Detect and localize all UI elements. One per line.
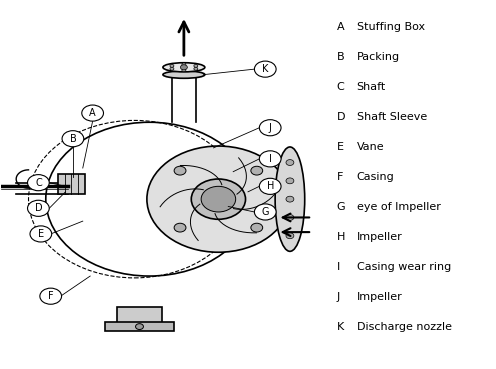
Text: D: D	[337, 112, 345, 122]
Text: Packing: Packing	[357, 52, 400, 62]
Text: Shaft: Shaft	[357, 82, 386, 92]
Circle shape	[82, 105, 104, 121]
Ellipse shape	[275, 147, 305, 251]
Text: eye of Impeller: eye of Impeller	[357, 202, 440, 212]
Text: A: A	[89, 108, 96, 118]
FancyBboxPatch shape	[58, 173, 85, 194]
Text: I: I	[337, 262, 340, 272]
Circle shape	[286, 196, 294, 202]
Circle shape	[254, 204, 276, 220]
Text: K: K	[262, 64, 268, 74]
FancyBboxPatch shape	[117, 307, 162, 324]
Circle shape	[251, 223, 263, 232]
Circle shape	[170, 64, 174, 67]
Text: C: C	[337, 82, 345, 92]
Text: G: G	[337, 202, 345, 212]
Text: Casing wear ring: Casing wear ring	[357, 262, 451, 272]
Text: A: A	[337, 22, 344, 32]
Circle shape	[147, 146, 290, 252]
Circle shape	[28, 200, 49, 216]
Circle shape	[201, 186, 236, 212]
Circle shape	[28, 175, 49, 191]
Circle shape	[251, 166, 263, 175]
Text: K: K	[337, 323, 344, 332]
Circle shape	[259, 151, 281, 167]
Circle shape	[135, 324, 143, 330]
Circle shape	[259, 120, 281, 136]
Circle shape	[286, 233, 294, 239]
Text: Shaft Sleeve: Shaft Sleeve	[357, 112, 427, 122]
Circle shape	[174, 223, 186, 232]
Text: Stuffing Box: Stuffing Box	[357, 22, 425, 32]
Circle shape	[40, 288, 62, 304]
Text: Impeller: Impeller	[357, 232, 402, 242]
Text: C: C	[35, 177, 42, 188]
Circle shape	[259, 178, 281, 194]
Circle shape	[182, 63, 186, 66]
Text: E: E	[337, 142, 344, 152]
Circle shape	[174, 166, 186, 175]
Circle shape	[194, 64, 198, 67]
Text: B: B	[337, 52, 344, 62]
Circle shape	[286, 160, 294, 165]
Circle shape	[170, 67, 174, 70]
Ellipse shape	[163, 63, 205, 72]
Text: F: F	[337, 172, 343, 182]
Text: H: H	[266, 181, 274, 192]
Text: Casing: Casing	[357, 172, 394, 182]
Text: I: I	[269, 154, 272, 164]
Circle shape	[62, 131, 84, 147]
Text: Impeller: Impeller	[357, 292, 402, 302]
Circle shape	[191, 179, 246, 219]
Circle shape	[30, 226, 52, 242]
Circle shape	[181, 65, 187, 70]
Text: Vane: Vane	[357, 142, 384, 152]
FancyBboxPatch shape	[105, 322, 174, 331]
Circle shape	[286, 178, 294, 184]
Circle shape	[254, 61, 276, 77]
Text: F: F	[48, 291, 54, 301]
Text: D: D	[35, 203, 42, 213]
Ellipse shape	[163, 71, 205, 78]
Text: Discharge nozzle: Discharge nozzle	[357, 323, 451, 332]
Text: H: H	[337, 232, 345, 242]
Circle shape	[194, 67, 198, 70]
Text: J: J	[337, 292, 340, 302]
Text: B: B	[69, 134, 76, 144]
Text: G: G	[261, 207, 269, 217]
Text: E: E	[38, 229, 44, 239]
Circle shape	[286, 214, 294, 220]
Text: J: J	[269, 123, 272, 133]
Circle shape	[182, 69, 186, 72]
